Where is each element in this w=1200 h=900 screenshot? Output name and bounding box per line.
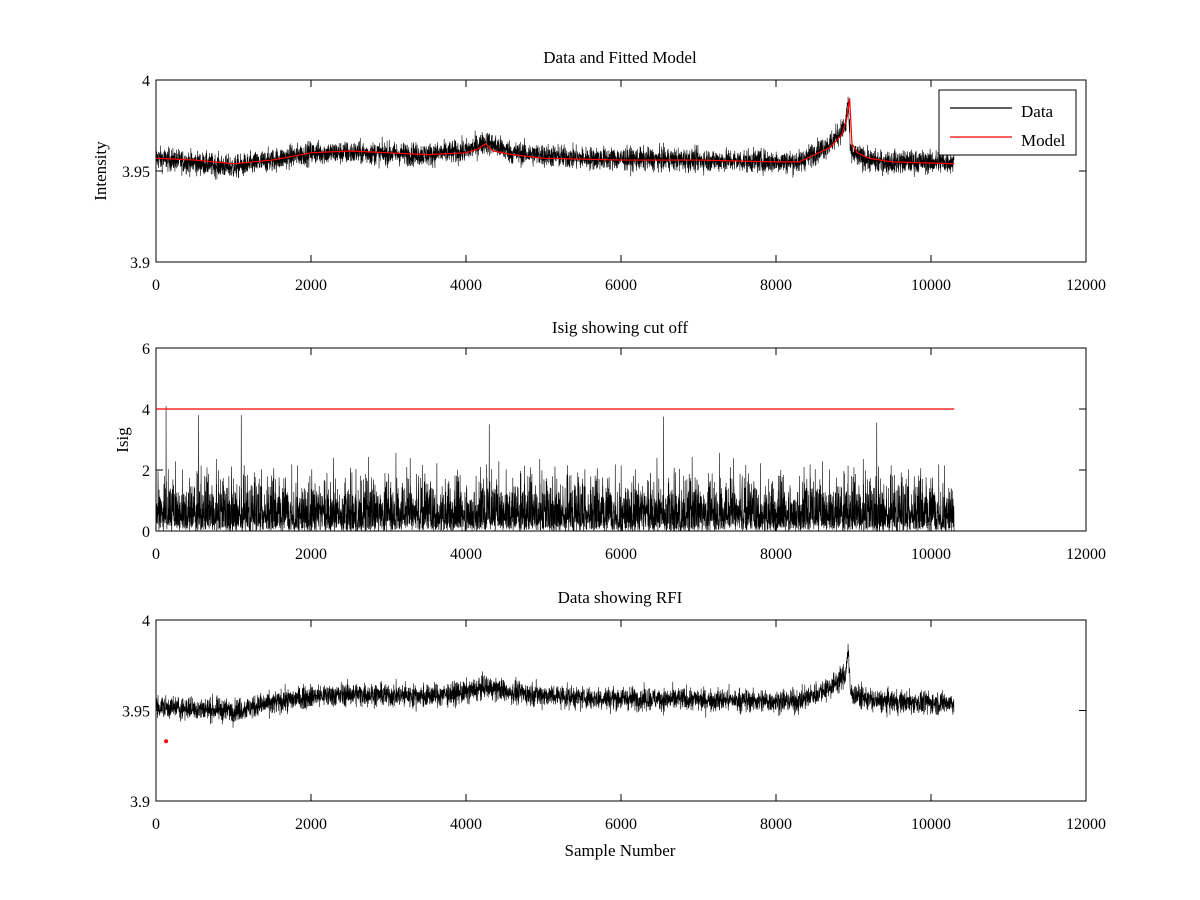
x-ticks: 0 2000 4000 6000 8000 10000 12000 [152,80,1106,294]
series-isig [155,405,955,532]
legend: Data Model [938,89,1077,156]
x-tick-label: 4000 [450,277,482,294]
x-axis-label: Sample Number [565,841,676,860]
y-tick-label: 3.9 [130,255,150,272]
series-model [155,98,955,165]
x-tick-label: 12000 [1066,277,1106,294]
y-tick-label: 3.9 [130,794,150,811]
series-group [155,643,955,744]
x-tick-label: 10000 [911,277,951,294]
x-tick-label: 0 [152,277,160,294]
x-tick-label: 2000 [295,546,327,563]
x-tick-label: 4000 [450,816,482,833]
y-axis-label: Intensity [91,141,110,201]
x-ticks: 0 2000 4000 6000 8000 10000 12000 [152,348,1106,563]
legend-entry-data: Data [1021,102,1054,121]
y-tick-label: 4 [142,613,150,630]
y-tick-label: 3.95 [122,704,150,721]
y-tick-label: 2 [142,463,150,480]
x-tick-label: 8000 [760,277,792,294]
x-tick-label: 12000 [1066,546,1106,563]
y-ticks: 3.9 3.95 4 [122,613,1086,811]
y-tick-label: 6 [142,341,150,358]
legend-entry-model: Model [1021,131,1066,150]
x-tick-label: 10000 [911,546,951,563]
x-tick-label: 0 [152,816,160,833]
x-tick-label: 8000 [760,816,792,833]
y-tick-label: 3.95 [122,164,150,181]
x-tick-label: 2000 [295,816,327,833]
x-tick-label: 10000 [911,816,951,833]
chart-title: Isig showing cut off [552,318,688,337]
series-rfi-point [164,739,169,744]
chart-title: Data showing RFI [558,588,683,607]
y-axis-label: Isig [113,427,132,453]
chart-title: Data and Fitted Model [543,48,697,67]
x-ticks: 0 2000 4000 6000 8000 10000 12000 [152,620,1106,833]
x-tick-label: 0 [152,546,160,563]
series-group [155,96,955,180]
series-data [155,96,955,180]
x-tick-label: 2000 [295,277,327,294]
panel-isig: Isig showing cut off Isig 0 2000 4000 6000 8… [113,318,1106,563]
series-data [155,643,955,728]
x-tick-label: 6000 [605,816,637,833]
x-tick-label: 6000 [605,277,637,294]
x-tick-label: 8000 [760,546,792,563]
x-tick-label: 6000 [605,546,637,563]
panel-rfi: Data showing RFI 0 2000 4000 6000 8000 10000 1… [122,588,1106,833]
x-tick-label: 4000 [450,546,482,563]
y-ticks: 3.9 3.95 4 [122,73,1086,272]
y-tick-label: 4 [142,402,150,419]
series-group [155,405,955,532]
x-tick-label: 12000 [1066,816,1106,833]
y-tick-label: 4 [142,73,150,90]
y-tick-label: 0 [142,524,150,541]
panel-data-and-model: Data and Fitted Model Intensity 0 2000 400… [91,48,1106,294]
legend-box [938,89,1077,156]
